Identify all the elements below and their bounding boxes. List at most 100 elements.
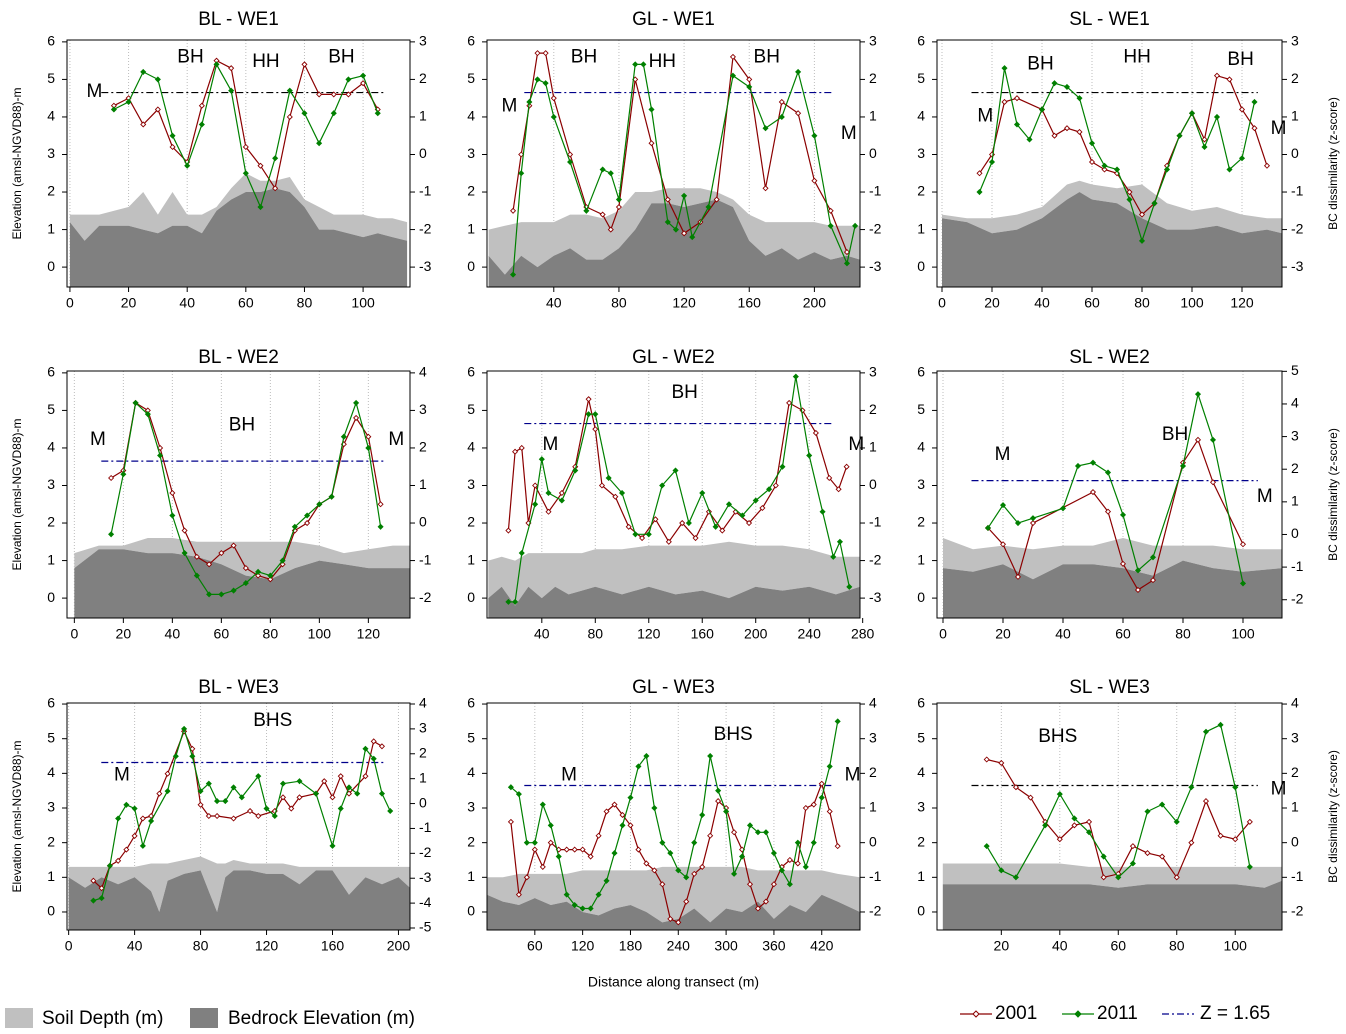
point (321, 778, 328, 785)
annotation: M (90, 429, 106, 450)
point (1088, 140, 1096, 147)
point (846, 583, 853, 590)
point (242, 565, 249, 572)
point (181, 725, 188, 732)
point (255, 572, 262, 579)
point (607, 226, 614, 233)
point (675, 867, 682, 874)
plot-frame (936, 702, 1283, 931)
point (337, 773, 344, 780)
point (627, 794, 634, 801)
point (652, 516, 659, 523)
panel: 0 20 40 60 80 100 0 1 2 3 4 5 6 -2 -1 0 1 2 3 4 5 BH M M SL - WE… (917, 347, 1340, 642)
point (1217, 721, 1224, 728)
point (1251, 125, 1258, 132)
x-tick-label: 60 (1110, 938, 1126, 954)
y-tick-label: 1 (467, 551, 475, 567)
panel: 40 80 120 160 200 240 280 0 1 2 3 4 5 6 -3 -2 -1 0 1 2 3 BH M M… (467, 347, 882, 642)
point (139, 842, 146, 849)
point (762, 185, 769, 192)
point (164, 770, 171, 777)
legend: Soil Depth (m) Bedrock Elevation (m) 2001 2… (5, 1003, 1270, 1029)
point (1038, 106, 1046, 113)
point (762, 125, 769, 132)
point (731, 870, 738, 877)
point (1076, 128, 1083, 136)
point (715, 787, 722, 794)
point (512, 598, 519, 605)
point (1173, 874, 1180, 881)
point (643, 860, 650, 867)
y-tick-label: 5 (47, 729, 55, 745)
y2-tick-label: -2 (869, 551, 882, 567)
panel: 40 80 120 160 200 0 1 2 3 4 5 6 -3 -2 -1 0 1 2 3 BH HH BH M M GL… (467, 9, 882, 311)
point (778, 113, 785, 120)
point (222, 798, 229, 805)
y2-tick-label: -4 (419, 894, 432, 910)
x-tick-label: 40 (165, 626, 181, 642)
point (723, 808, 730, 815)
point (715, 798, 722, 805)
x-tick-label: 200 (744, 626, 768, 642)
point (267, 572, 274, 579)
point (699, 811, 706, 818)
y-tick-label: 3 (467, 476, 475, 492)
annotation: BH (1162, 424, 1188, 445)
bedrock-area (487, 894, 860, 930)
annotation: M (995, 444, 1011, 465)
annotation: BH (754, 46, 780, 67)
point (739, 512, 746, 519)
point (811, 177, 818, 184)
y2-tick-label: -1 (869, 183, 882, 199)
plot-frame (936, 370, 1283, 619)
point (1012, 784, 1019, 791)
point (1126, 196, 1133, 203)
point (131, 805, 138, 812)
x-tick-label: 100 (308, 626, 332, 642)
point (108, 531, 115, 538)
y2-tick-label: -2 (1291, 220, 1304, 236)
x-tick-label: 180 (619, 938, 643, 954)
x-tick-label: 0 (939, 626, 947, 642)
point (827, 222, 834, 229)
x-tick-label: 100 (1224, 938, 1248, 954)
y-tick-label: 6 (467, 33, 475, 49)
point (599, 211, 606, 218)
point (108, 474, 115, 482)
y2-tick-label: 0 (419, 514, 427, 530)
point (1138, 211, 1146, 218)
point (579, 846, 586, 853)
point (1071, 815, 1078, 822)
point (539, 863, 546, 870)
point (779, 463, 786, 470)
point (360, 72, 367, 79)
point (786, 881, 793, 888)
plot-frame (66, 370, 411, 619)
point (526, 98, 533, 105)
point (213, 61, 220, 68)
chart-title: BL - WE1 (198, 9, 279, 30)
annotation: BH (1227, 49, 1253, 70)
point (818, 780, 825, 787)
soil-depth-area (488, 541, 860, 606)
y-tick-label: 4 (47, 108, 55, 124)
y-tick-label: 2 (467, 833, 475, 849)
point (766, 486, 773, 493)
point (271, 812, 278, 820)
legend-marker (972, 1010, 980, 1018)
point (230, 587, 237, 594)
point (795, 110, 802, 117)
point (531, 839, 538, 846)
y2-tick-label: 1 (1291, 799, 1299, 815)
chart-title: SL - WE2 (1069, 347, 1150, 368)
y2-tick-label: 0 (1291, 833, 1299, 849)
series-line (986, 723, 1251, 879)
point (169, 512, 176, 519)
legend-marker (1074, 1010, 1082, 1018)
point (571, 902, 578, 909)
point (746, 822, 754, 829)
point (712, 523, 719, 530)
y2-tick-label: -2 (1291, 590, 1304, 606)
x-tick-label: 60 (214, 626, 230, 642)
x-tick-label: 300 (714, 938, 738, 954)
